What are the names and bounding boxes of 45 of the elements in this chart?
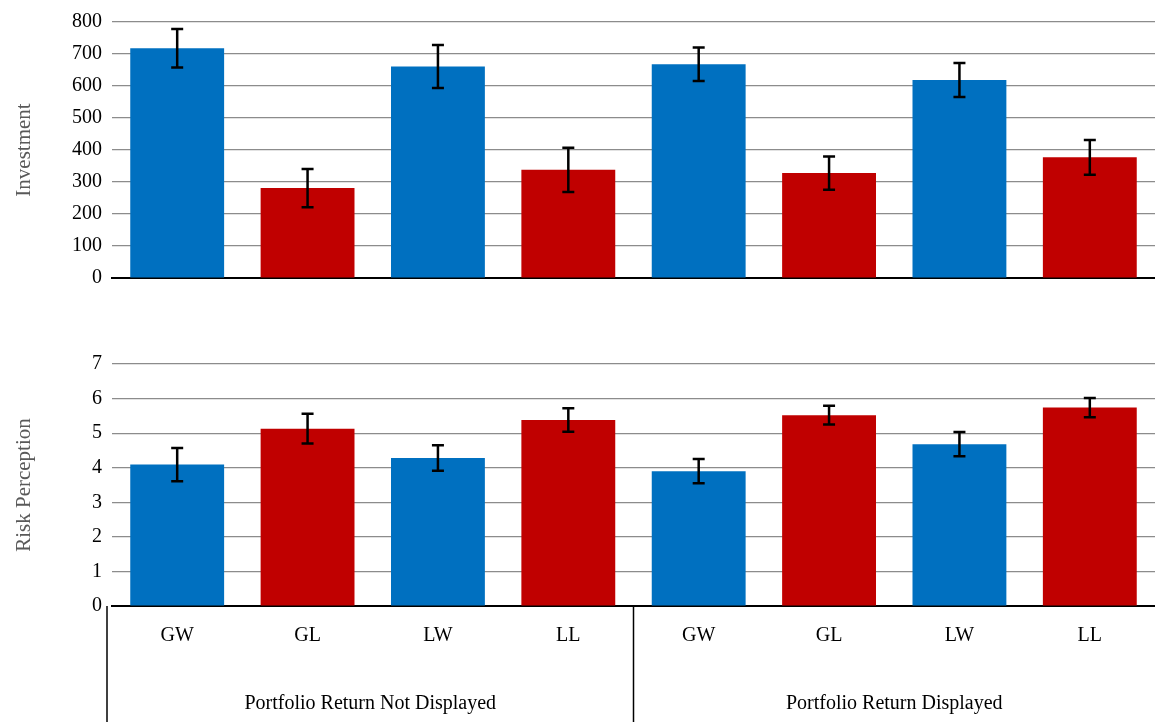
bar xyxy=(521,420,616,606)
bar xyxy=(260,188,355,278)
y-tick-label: 300 xyxy=(72,169,102,192)
bar xyxy=(260,428,355,606)
bar xyxy=(651,471,746,606)
bar xyxy=(912,79,1007,278)
bar xyxy=(391,66,485,278)
text: Portfolio Return Displayed xyxy=(785,691,1003,715)
y-axis-title: Risk Perception xyxy=(11,417,36,552)
y-tick-label: 5 xyxy=(92,420,102,443)
x-tick-label: GL xyxy=(294,623,321,646)
y-tick-label: 700 xyxy=(72,41,102,64)
y-tick-label: 400 xyxy=(72,137,102,160)
y-tick-label: 500 xyxy=(72,105,102,128)
bar xyxy=(782,173,876,278)
y-tick-label: 200 xyxy=(72,201,102,224)
bar xyxy=(782,415,876,606)
y-tick-label: 800 xyxy=(72,9,102,32)
y-tick-label: 600 xyxy=(72,73,102,96)
bar xyxy=(912,444,1007,606)
y-tick-label: 6 xyxy=(92,385,102,408)
x-tick-label: LL xyxy=(1077,623,1103,646)
y-axis-title: Investment xyxy=(11,103,36,197)
bar xyxy=(1042,157,1137,278)
y-tick-label: 0 xyxy=(92,593,102,616)
text: Portfolio Return Not Displayed xyxy=(244,691,497,715)
x-tick-label: LW xyxy=(944,623,975,646)
y-tick-label: 0 xyxy=(92,265,102,288)
x-tick-label: GW xyxy=(682,623,716,646)
x-tick-label: GW xyxy=(160,623,194,646)
x-tick-label: LL xyxy=(556,623,581,646)
y-tick-label: 3 xyxy=(92,489,102,512)
x-tick-label: GL xyxy=(815,623,843,646)
bar xyxy=(1042,407,1137,606)
bar xyxy=(130,464,225,606)
y-tick-label: 100 xyxy=(72,233,102,256)
bar xyxy=(521,169,616,278)
y-tick-label: 4 xyxy=(92,454,102,477)
x-tick-label: LW xyxy=(423,623,453,646)
bar xyxy=(391,458,485,606)
bar xyxy=(130,48,225,278)
y-tick-label: 2 xyxy=(92,524,102,547)
bar xyxy=(651,64,746,278)
y-tick-label: 1 xyxy=(92,558,102,581)
y-tick-label: 7 xyxy=(92,351,102,374)
